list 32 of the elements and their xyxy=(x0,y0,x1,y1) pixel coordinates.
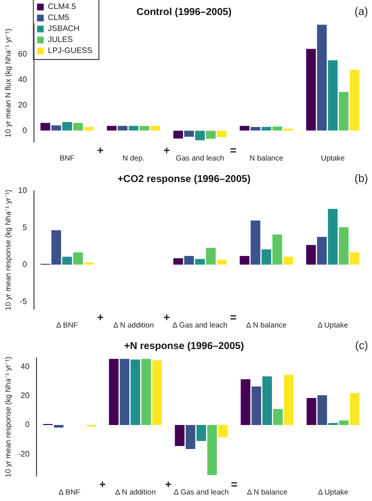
text: + xyxy=(97,145,104,158)
y-tick-label: 0 xyxy=(22,126,28,135)
chart-title: +CO2 response (1996–2005) xyxy=(117,174,251,185)
text: = xyxy=(230,312,236,324)
y-tick-label: -20 xyxy=(18,449,30,458)
text: = xyxy=(230,145,236,158)
chart-title: Control (1996–2005) xyxy=(136,6,232,18)
legend-label: CLM5 xyxy=(48,13,70,22)
y-tick-label: 20 xyxy=(18,100,28,110)
text: (b) xyxy=(354,173,368,186)
text: + xyxy=(99,479,106,492)
legend-label: JSBACH xyxy=(48,24,80,34)
y-tick-label: 60 xyxy=(18,50,28,59)
y-tick-label: 0 xyxy=(25,420,30,430)
text: + xyxy=(164,145,170,158)
y-tick-label: 40 xyxy=(20,362,30,371)
y-tick-label: 40 xyxy=(18,75,28,84)
legend-label: JULES xyxy=(48,35,73,44)
y-tick-label: 20 xyxy=(20,391,30,400)
text: + xyxy=(164,312,170,324)
y-tick-label: -5 xyxy=(20,296,28,306)
legend-label: CLM4.5 xyxy=(48,2,76,12)
text: (c) xyxy=(355,340,368,352)
text: (a) xyxy=(354,6,368,18)
text: = xyxy=(231,479,238,492)
text: + xyxy=(97,312,104,324)
legend-label: LPJ-GUESS xyxy=(48,46,92,56)
y-tick-label: 5 xyxy=(22,223,28,232)
y-tick-label: 10 xyxy=(18,186,28,196)
y-tick-label: 0 xyxy=(22,260,28,269)
chart-title: +N response (1996–2005) xyxy=(124,340,244,352)
text: + xyxy=(165,479,172,492)
